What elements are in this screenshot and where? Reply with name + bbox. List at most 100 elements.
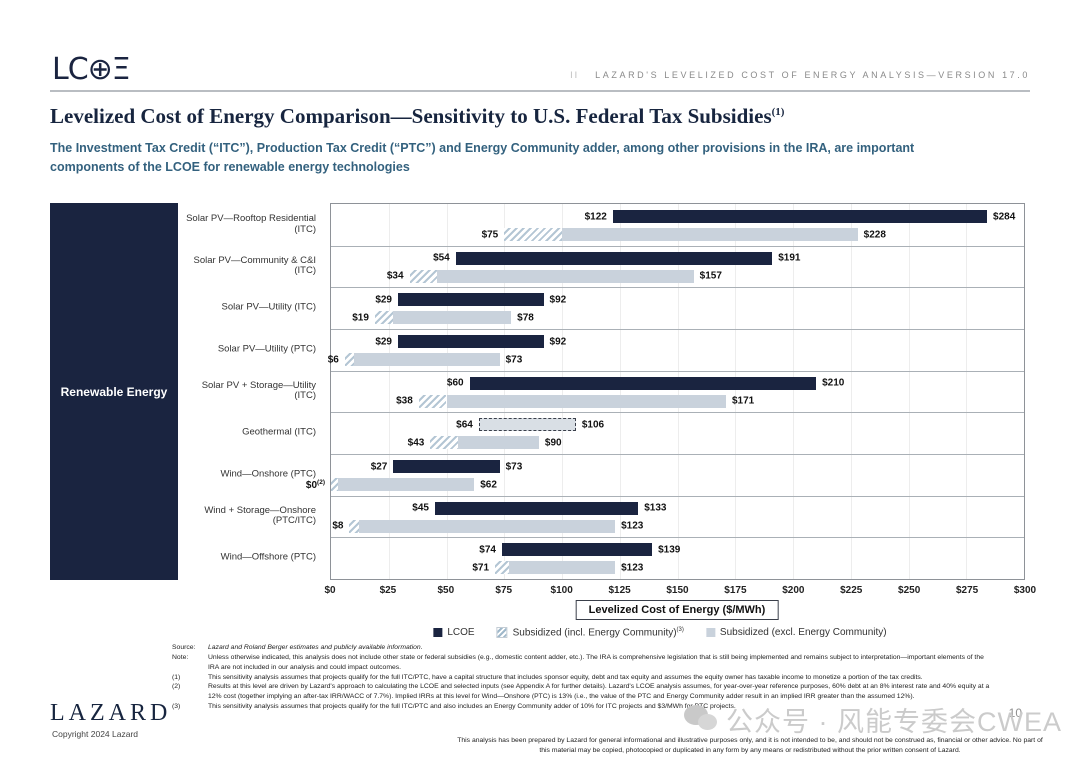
legend-label: LCOE [447,627,475,639]
x-tick-label: $50 [437,585,455,596]
gridline [388,204,390,579]
gridline [735,204,737,579]
gridline [966,204,968,579]
x-tick-label: $125 [608,585,631,596]
subsidized-excl-ec-bar [458,436,539,450]
subsidized-incl-ec-bar [418,394,447,408]
x-tick-label: $25 [379,585,397,596]
chart-row: $29 $92 $19 $78 [331,287,1024,329]
lcoe-bar [434,501,639,515]
bar-value-label: $90 [544,437,562,449]
x-tick-label: $250 [898,585,921,596]
bar-value-label: $284 [993,211,1016,222]
footnote-text: Results at this level are driven by Laza… [208,683,990,701]
footnote-label: (2) [172,683,181,691]
chart-row: $54 $191 $34 $157 [331,246,1024,288]
row-separator [331,412,1024,414]
gridline [793,204,794,579]
lcoe-bar [455,251,773,265]
legend-item: Subsidized (incl. Energy Community)(3) [496,627,684,639]
lcoe-bar [393,460,500,473]
bar-value-label: $38 [396,395,413,407]
bar-value-label: $27 [370,461,388,472]
category-label: Solar PV—Utility (PTC) [217,343,316,355]
bar-value-label: $0(2) [305,478,325,491]
chart-legend: LCOE Subsidized (incl. Energy Community)(… [433,627,887,639]
footnote-label: (3) [172,703,181,711]
header-divider [50,90,1030,92]
subsidized-excl-ec-bar [337,478,475,491]
bar-value-label: $8 [332,520,344,532]
subsidized-incl-ec-bar [349,519,359,533]
footnote-text: This sensitivity analysis assumes that p… [208,703,736,711]
header-banner: II LAZARD'S LEVELIZED COST OF ENERGY ANAL… [570,70,1030,80]
bar-value-label: $54 [433,252,450,264]
row-separator [331,287,1024,289]
legend-label: Subsidized (excl. Energy Community) [719,627,887,639]
legend-swatch-hatched [496,627,508,639]
bar-value-label: $123 [621,562,644,574]
bar-value-label: $191 [778,252,801,264]
category-label: Wind—Offshore (PTC) [220,551,316,563]
bar-value-label: $75 [481,229,499,240]
lcoe-logo: LC⊕Ξ [52,52,131,87]
title-footnote-ref: (1) [771,106,785,118]
footnote-label: Note: [172,653,189,661]
page-number: 10 [1008,706,1022,720]
copyright-text: Copyright 2024 Lazard [52,729,139,739]
bar-value-label: $29 [375,336,392,347]
row-separator [331,454,1024,455]
lcoe-bar [501,543,653,557]
bar-value-label: $73 [505,461,523,472]
x-axis: $0 $25 $50 $75 $100 $125 $150 $175 $200 $225 $250 $… [324,585,1036,599]
row-separator [331,245,1024,247]
footnote-text: Unless otherwise indicated, this analysi… [208,653,984,671]
gridline [619,204,621,579]
chart-row: $27 $73 $0(2) $62 [306,454,1024,496]
chart-row: $74 $139 $71 $123 [331,537,1024,579]
x-tick-label: $200 [782,585,805,596]
footnote-label: Source: [172,644,196,651]
disclaimer-text: This analysis has been prepared by Lazar… [457,737,1043,755]
footnote-row: Note: Unless otherwise indicated, this an… [172,653,992,673]
category-label: Solar PV—Rooftop Residential (ITC) [186,212,316,235]
legend-item: LCOE [433,627,475,639]
bar-value-label: $62 [480,479,497,490]
subsidized-incl-ec-bar [495,561,509,575]
x-tick-label: $175 [724,585,747,596]
group-sidebar: Renewable Energy [50,203,178,580]
subsidized-excl-ec-bar [437,269,694,283]
gridline [446,204,448,579]
bar-value-label: $122 [584,211,607,222]
subsidized-excl-ec-bar [358,519,616,533]
bar-value-label: $133 [644,502,667,514]
row-separator [331,370,1024,372]
x-tick-label: $75 [495,585,513,596]
category-labels: Solar PV—Rooftop Residential (ITC) Solar … [178,203,324,580]
footnote-row: Source: Lazard and Roland Berger estimate… [172,643,992,653]
bar-value-label: $157 [699,270,722,282]
plot-area: $122 $284 $75 $228 $54 $191 $34 $157 $29 $92 $19 $7… [306,203,1025,580]
lcoe-bar-dashed [478,418,576,432]
footnote-text: Lazard and Roland Berger estimates and p… [208,644,423,651]
x-tick-label: $0 [324,585,336,596]
lcoe-chart: Renewable Energy Solar PV—Rooftop Reside… [50,203,1025,580]
bar-value-label: $6 [327,354,339,365]
bar-value-label: $228 [863,229,886,240]
subsidized-incl-ec-bar [331,478,338,491]
bar-value-label: $139 [658,544,681,556]
lazard-logo: LAZARD [50,700,172,726]
subsidized-excl-ec-bar [354,353,500,366]
bar-value-label: $73 [505,354,523,365]
subsidized-incl-ec-bar [409,269,438,283]
bar-value-label: $74 [479,544,496,556]
subsidized-excl-ec-bar [508,561,616,575]
gridline [504,204,506,579]
page-subtitle: The Investment Tax Credit (“ITC”), Produ… [50,141,915,174]
category-label: Geothermal (ITC) [242,426,316,438]
chart-row: $45 $133 $8 $123 [331,496,1024,538]
x-tick-label: $225 [840,585,863,596]
subsidized-incl-ec-bar [430,436,459,450]
footnote-row: (2) Results at this level are driven by L… [172,682,992,702]
